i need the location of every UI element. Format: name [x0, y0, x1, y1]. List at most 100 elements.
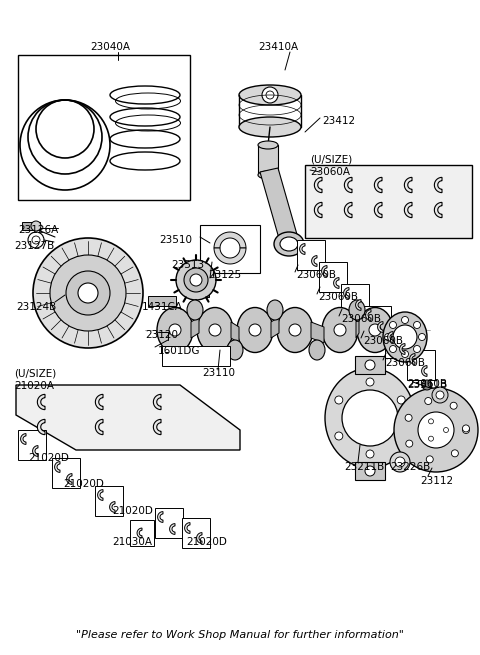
Text: 23060B: 23060B — [363, 336, 403, 346]
Text: 23112: 23112 — [420, 476, 453, 486]
Polygon shape — [388, 331, 393, 343]
Bar — [258, 145, 278, 175]
Circle shape — [335, 432, 343, 440]
Ellipse shape — [325, 368, 415, 468]
Polygon shape — [421, 365, 427, 377]
Bar — [204, 283, 209, 297]
Text: "Please refer to Work Shop Manual for further information": "Please refer to Work Shop Manual for fu… — [76, 630, 404, 640]
Circle shape — [393, 325, 417, 349]
Circle shape — [436, 391, 444, 399]
Circle shape — [66, 271, 110, 315]
Bar — [407, 350, 435, 380]
Polygon shape — [154, 419, 161, 435]
Text: 1431CA: 1431CA — [142, 302, 183, 312]
Circle shape — [414, 322, 420, 328]
Polygon shape — [374, 202, 382, 217]
Ellipse shape — [357, 307, 393, 352]
Text: 23410A: 23410A — [258, 42, 298, 52]
Text: 23226B: 23226B — [390, 462, 430, 472]
Polygon shape — [434, 178, 442, 193]
Bar — [341, 284, 369, 314]
Polygon shape — [214, 232, 246, 248]
Polygon shape — [231, 322, 239, 343]
Polygon shape — [314, 202, 322, 217]
Polygon shape — [260, 168, 298, 242]
Text: 1601DG: 1601DG — [158, 346, 201, 356]
Circle shape — [249, 324, 261, 336]
Ellipse shape — [239, 117, 301, 137]
Circle shape — [31, 221, 41, 231]
Polygon shape — [16, 385, 240, 450]
Polygon shape — [271, 317, 279, 338]
Circle shape — [425, 398, 432, 405]
Circle shape — [405, 415, 412, 421]
Circle shape — [342, 390, 398, 446]
Polygon shape — [344, 288, 349, 299]
Text: (U/SIZE): (U/SIZE) — [14, 368, 56, 378]
Polygon shape — [37, 419, 45, 435]
Text: 23060A: 23060A — [310, 167, 350, 177]
Bar — [52, 458, 80, 488]
Text: 23510: 23510 — [159, 235, 192, 245]
Circle shape — [426, 456, 433, 463]
Bar — [162, 346, 230, 366]
Bar — [297, 240, 325, 270]
Ellipse shape — [274, 232, 304, 256]
Bar — [355, 462, 385, 480]
Polygon shape — [356, 317, 359, 338]
Text: 23060B: 23060B — [296, 270, 336, 280]
Circle shape — [209, 324, 221, 336]
Circle shape — [450, 402, 457, 409]
Polygon shape — [191, 317, 199, 338]
Circle shape — [429, 436, 433, 441]
Circle shape — [334, 324, 346, 336]
Circle shape — [418, 412, 454, 448]
Polygon shape — [311, 322, 324, 343]
Polygon shape — [378, 322, 383, 332]
Text: (U/SIZE): (U/SIZE) — [310, 155, 352, 165]
Polygon shape — [214, 248, 246, 264]
Circle shape — [366, 378, 374, 386]
Circle shape — [384, 333, 392, 341]
Ellipse shape — [267, 300, 283, 320]
Text: 23412: 23412 — [322, 116, 355, 126]
Bar — [130, 520, 154, 546]
Ellipse shape — [258, 141, 278, 149]
Circle shape — [395, 457, 405, 467]
Circle shape — [397, 432, 405, 440]
Ellipse shape — [258, 171, 278, 179]
Polygon shape — [322, 265, 327, 276]
Ellipse shape — [280, 237, 298, 251]
Text: 23060B: 23060B — [341, 314, 381, 324]
Circle shape — [365, 360, 375, 370]
Ellipse shape — [349, 300, 365, 320]
Circle shape — [369, 324, 381, 336]
Circle shape — [266, 91, 274, 99]
Circle shape — [78, 283, 98, 303]
Bar — [18, 55, 190, 200]
Polygon shape — [314, 178, 322, 193]
Polygon shape — [374, 178, 382, 193]
Polygon shape — [185, 523, 190, 533]
Text: 21020A: 21020A — [14, 381, 54, 391]
Polygon shape — [55, 462, 60, 472]
Polygon shape — [33, 445, 38, 457]
Polygon shape — [305, 165, 472, 238]
Bar — [95, 486, 123, 516]
Polygon shape — [21, 434, 26, 444]
Polygon shape — [96, 419, 103, 435]
Circle shape — [262, 87, 278, 103]
Bar — [319, 262, 347, 292]
Circle shape — [390, 452, 410, 472]
Bar — [385, 328, 413, 358]
Text: 23110: 23110 — [202, 368, 235, 378]
Bar — [355, 356, 385, 374]
Polygon shape — [334, 278, 339, 288]
Bar — [22, 222, 40, 230]
Text: 23120: 23120 — [145, 330, 178, 340]
Text: 23127B: 23127B — [14, 241, 54, 251]
Ellipse shape — [157, 307, 193, 352]
Circle shape — [33, 238, 143, 348]
Polygon shape — [400, 344, 405, 354]
Circle shape — [429, 419, 433, 424]
